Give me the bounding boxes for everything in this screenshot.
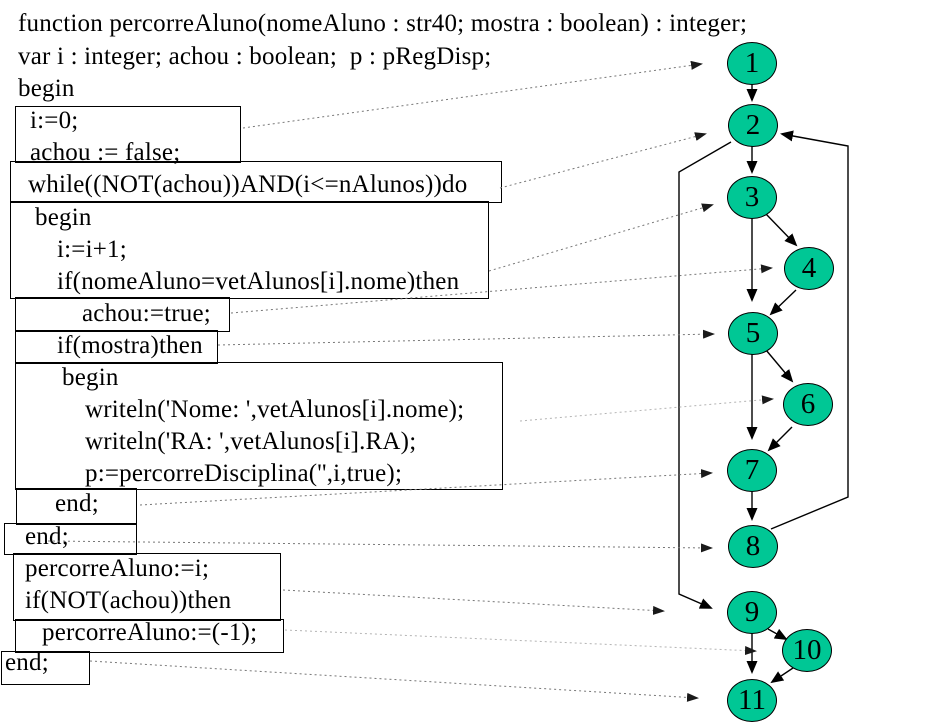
link-box11-node11 (89, 660, 699, 702)
code-line: p:=percorreDisciplina('',i,true); (85, 460, 403, 487)
code-block-box-9 (13, 553, 281, 621)
link-box7-node7 (139, 469, 713, 506)
link-box1-node1 (242, 60, 703, 129)
code-line: achou:=true; (82, 300, 211, 327)
code-block-box-5 (15, 330, 218, 364)
code-line: function percorreAluno(nomeAluno : str40… (18, 10, 748, 37)
graph-node-4: 4 (784, 247, 834, 290)
code-line: achou := false; (30, 139, 181, 166)
graph-node-11: 11 (727, 679, 777, 722)
code-line: if(nomeAluno=vetAlunos[i].nome)then (57, 268, 460, 295)
edge-8-2 (770, 130, 849, 530)
code-line: begin (35, 204, 92, 231)
code-block-box-6 (15, 362, 503, 490)
link-box6-node6 (519, 395, 774, 422)
graph-node-1: 1 (727, 42, 777, 85)
edge-3-4 (765, 213, 798, 247)
edge-9-10 (767, 628, 788, 640)
graph-node-6: 6 (783, 383, 833, 426)
code-block-box-1 (15, 106, 241, 163)
code-line: i:=0; (30, 107, 79, 134)
code-block-box-11 (1, 651, 90, 685)
code-block-box-8 (4, 523, 137, 555)
code-line: writeln('Nome: ',vetAlunos[i].nome); (85, 396, 465, 423)
code-block-box-2 (10, 161, 502, 203)
code-line: percorreAluno:=(-1); (42, 619, 258, 646)
link-box5-node5 (217, 329, 715, 346)
graph-node-7: 7 (727, 449, 777, 492)
edge-6-7 (767, 426, 793, 452)
code-line: while((NOT(achou))AND(i<=nAlunos))do (28, 171, 468, 198)
code-line: begin (18, 75, 75, 102)
edge-4-5 (769, 289, 797, 316)
graph-node-2: 2 (728, 104, 778, 147)
code-block-box-4 (15, 297, 230, 332)
code-line: end; (5, 649, 49, 676)
code-block-box-7 (16, 488, 137, 525)
code-line: begin (62, 364, 119, 391)
graph-node-9: 9 (727, 591, 777, 634)
code-line: if(mostra)then (57, 332, 203, 359)
edge-5-6 (765, 349, 794, 383)
code-line: writeln('RA: ',vetAlunos[i].RA); (85, 428, 417, 455)
link-box2-node2 (499, 132, 707, 189)
code-line: var i : integer; achou : boolean; p : pR… (18, 43, 492, 70)
code-line: i:=i+1; (57, 236, 127, 263)
code-block-box-10 (15, 619, 284, 653)
graph-node-5: 5 (728, 312, 778, 355)
code-line: end; (25, 523, 69, 550)
link-box9-node9 (282, 589, 665, 615)
edge-2-9 (678, 141, 732, 609)
code-block-box-3 (10, 201, 489, 299)
code-line: percorreAluno:=i; (25, 555, 210, 582)
edge-10-11 (770, 667, 794, 684)
graph-node-10: 10 (782, 629, 832, 672)
graph-node-3: 3 (727, 176, 777, 219)
graph-node-8: 8 (728, 525, 778, 568)
link-box4-node4 (230, 264, 773, 314)
link-box10-node10 (284, 629, 757, 656)
link-box8-node8 (47, 540, 713, 553)
link-box3-node3 (488, 203, 714, 272)
code-line: end; (55, 490, 99, 517)
code-line: if(NOT(achou))then (25, 587, 232, 614)
